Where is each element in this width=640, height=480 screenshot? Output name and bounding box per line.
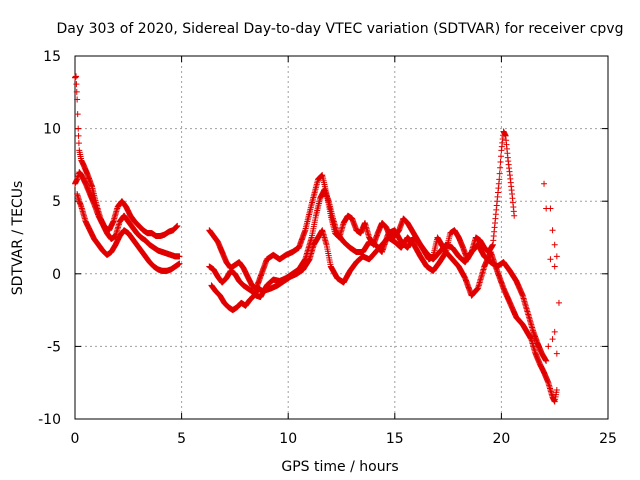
data-point-scattered (555, 299, 562, 306)
data-point-track-a (75, 140, 82, 147)
data-point-scattered (541, 180, 548, 187)
plot-frame (74, 55, 609, 420)
data-point-track-a (497, 164, 504, 171)
data-point-track-a (497, 153, 504, 160)
y-axis-label: SDTVAR / TECUs (10, 181, 26, 296)
data-point-scattered (549, 227, 556, 234)
data-point-track-a (73, 81, 80, 88)
data-point-track-c (553, 386, 560, 393)
x-tick-label: 10 (279, 431, 297, 447)
data-points (72, 73, 562, 405)
x-tick-labels: 0 5 10 15 20 25 (71, 431, 617, 447)
data-point-scattered (545, 343, 552, 350)
y-tick-label: -5 (47, 339, 61, 355)
x-tick-label: 5 (177, 431, 186, 447)
y-tick-label: -10 (38, 412, 61, 428)
data-point-scattered (553, 253, 560, 260)
y-tick-label: 15 (43, 49, 61, 65)
data-point-track-a (75, 125, 82, 132)
y-tick-label: 10 (43, 122, 61, 138)
data-point-track-a (496, 176, 503, 183)
data-point-scattered (547, 205, 554, 212)
data-point-track-a (74, 96, 81, 103)
x-tick-label: 25 (599, 431, 617, 447)
axis-ticks (74, 55, 609, 420)
data-point-scattered (547, 256, 554, 263)
data-point-scattered (551, 241, 558, 248)
data-point-track-a (74, 111, 81, 118)
x-tick-label: 20 (492, 431, 510, 447)
data-point-track-a (73, 88, 80, 95)
data-point-track-c (176, 260, 183, 267)
x-tick-label: 15 (386, 431, 404, 447)
y-tick-label: 0 (52, 267, 61, 283)
data-point-track-b (543, 357, 550, 364)
data-point-track-a (75, 132, 82, 139)
data-point-scattered (551, 328, 558, 335)
data-point-scattered (551, 263, 558, 270)
data-point-scattered (553, 350, 560, 357)
y-tick-labels: -10 -5 0 5 10 15 (38, 49, 61, 428)
x-axis-label: GPS time / hours (281, 459, 398, 475)
data-point-track-a (497, 158, 504, 165)
x-tick-label: 0 (71, 431, 80, 447)
data-point-track-b (176, 253, 183, 260)
data-point-track-a (511, 212, 518, 219)
data-point-track-a (73, 73, 80, 80)
chart-title: Day 303 of 2020, Sidereal Day-to-day VTE… (57, 21, 624, 37)
data-point-track-a (174, 222, 181, 229)
y-tick-label: 5 (52, 194, 61, 210)
data-point-track-a (496, 170, 503, 177)
data-point-scattered (549, 336, 556, 343)
